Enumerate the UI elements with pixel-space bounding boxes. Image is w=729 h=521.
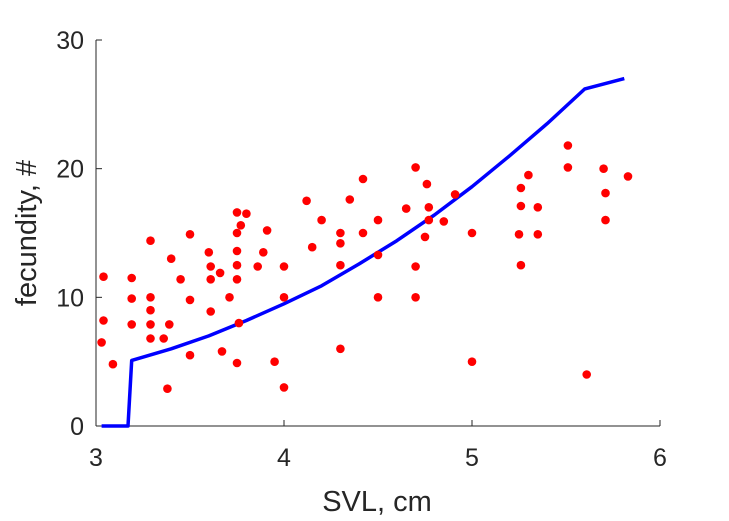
- data-point: [373, 250, 383, 260]
- fit-curve: [101, 76, 625, 428]
- data-point: [206, 262, 215, 271]
- data-point: [302, 196, 311, 206]
- data-point: [422, 179, 432, 189]
- data-point: [401, 204, 411, 213]
- data-point: [166, 254, 176, 263]
- data-point: [623, 172, 633, 181]
- data-point: [439, 217, 449, 226]
- data-point: [516, 201, 526, 211]
- data-point: [146, 320, 155, 329]
- data-point: [420, 232, 430, 242]
- axes: [95, 39, 661, 427]
- data-point: [185, 350, 195, 360]
- y-tick-label: 0: [70, 413, 84, 441]
- data-point: [373, 293, 383, 302]
- x-axis-label: SVL, cm: [322, 486, 432, 518]
- data-point: [163, 384, 172, 394]
- data-point: [467, 357, 477, 367]
- data-point: [146, 305, 155, 315]
- y-axis-label: fecundity, #: [11, 160, 43, 306]
- data-point: [358, 174, 368, 184]
- data-point: [336, 228, 345, 238]
- data-point: [253, 262, 262, 271]
- data-point: [279, 383, 289, 392]
- data-point: [242, 209, 251, 218]
- data-point: [516, 183, 526, 193]
- x-tick-label: 5: [465, 444, 479, 472]
- x-tick-label: 6: [653, 444, 667, 472]
- data-point: [358, 228, 368, 238]
- data-point: [262, 226, 272, 235]
- data-point: [99, 272, 108, 282]
- data-point: [563, 141, 573, 150]
- data-point: [601, 188, 610, 198]
- data-point: [232, 275, 242, 284]
- data-point: [533, 203, 543, 212]
- data-point: [336, 239, 345, 248]
- data-point: [204, 248, 214, 257]
- data-point: [127, 320, 136, 329]
- data-point: [279, 262, 289, 271]
- data-point: [236, 221, 246, 230]
- data-point: [232, 246, 242, 256]
- data-point: [232, 208, 242, 217]
- data-point: [185, 295, 195, 305]
- data-point: [424, 203, 434, 212]
- y-tick-label: 20: [56, 156, 84, 184]
- data-points-layer: [97, 141, 633, 394]
- data-point: [232, 358, 242, 368]
- data-point: [234, 318, 244, 328]
- data-point: [146, 236, 155, 245]
- tick-labels: 3 4 5 6 0 10 20 30: [56, 27, 667, 472]
- y-tick-label: 30: [56, 27, 84, 55]
- data-point: [373, 215, 383, 225]
- data-point: [336, 344, 345, 354]
- data-point: [317, 215, 326, 225]
- data-point: [206, 307, 215, 316]
- data-point: [279, 293, 289, 302]
- data-point: [225, 293, 234, 302]
- data-point: [336, 260, 345, 270]
- data-point: [159, 334, 168, 343]
- data-point: [307, 242, 317, 252]
- data-point: [176, 275, 185, 284]
- fit-line-layer: [101, 76, 625, 428]
- data-point: [563, 163, 573, 172]
- x-tick-label: 4: [277, 444, 291, 472]
- data-point: [411, 293, 420, 302]
- data-point: [424, 215, 434, 225]
- data-point: [232, 228, 242, 238]
- y-tick-label: 10: [56, 284, 84, 312]
- data-point: [533, 230, 543, 239]
- data-point: [165, 320, 174, 329]
- data-point: [146, 334, 155, 343]
- data-point: [270, 357, 279, 367]
- data-point: [467, 228, 477, 238]
- data-point: [97, 338, 106, 347]
- data-point: [345, 195, 355, 204]
- data-point: [450, 190, 460, 199]
- data-point: [206, 275, 215, 284]
- data-point: [259, 248, 268, 257]
- data-point: [514, 230, 524, 239]
- data-point: [601, 215, 610, 225]
- data-point: [524, 170, 533, 180]
- data-point: [127, 273, 136, 283]
- data-point: [215, 268, 225, 278]
- data-point: [108, 359, 118, 369]
- data-point: [232, 260, 242, 270]
- data-point: [411, 163, 420, 172]
- data-point: [599, 164, 608, 173]
- data-point: [127, 294, 136, 303]
- data-point: [217, 347, 227, 356]
- data-point: [411, 262, 420, 271]
- data-point: [146, 293, 155, 302]
- data-point: [99, 316, 108, 325]
- x-tick-label: 3: [89, 444, 103, 472]
- data-point: [185, 230, 195, 239]
- data-point: [516, 260, 526, 270]
- data-point: [582, 370, 591, 379]
